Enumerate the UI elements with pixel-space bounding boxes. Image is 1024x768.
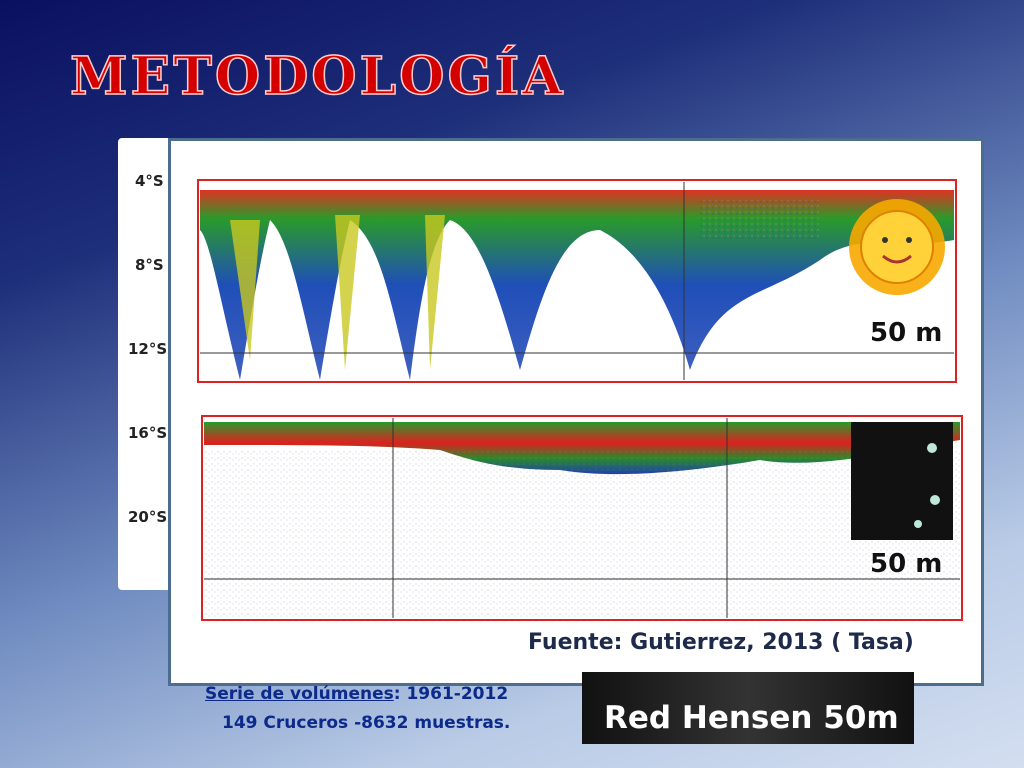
latitude: 16°S [128,424,168,442]
series-range: Serie de volúmenes: 1961-2012 [205,684,508,704]
latitude: 4°S [135,172,164,190]
latitude: 12°S [128,340,168,358]
title: METODOLOGÍA [69,45,566,108]
series-years: : 1961-2012 [393,684,509,704]
photo-caption: Red Hensen 50m [604,700,899,736]
depth-label: 50 m [870,318,943,348]
source: Fuente: Gutierrez, 2013 ( Tasa) [528,630,914,655]
sun-icon [849,199,945,295]
series-detail: 149 Cruceros -8632 muestras. [222,713,511,733]
latitude: 8°S [135,256,164,274]
latitude: 20°S [128,508,168,526]
depth-label: 50 m [870,549,943,579]
moon-icon [851,422,953,540]
series-label: Serie de volúmenes [205,684,394,704]
echogram-bottom [201,415,963,621]
echogram-top [197,179,957,383]
photo [582,672,914,744]
